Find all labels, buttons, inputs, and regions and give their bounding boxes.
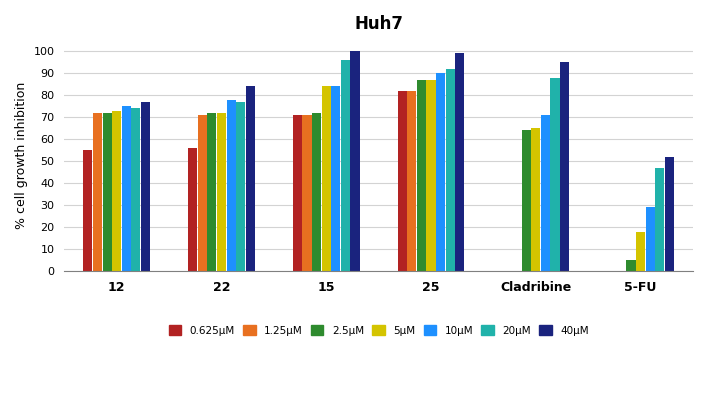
Bar	[417, 80, 426, 271]
Bar	[198, 115, 207, 271]
Bar	[131, 108, 140, 271]
Bar	[84, 150, 93, 271]
Bar	[541, 115, 550, 271]
Bar	[560, 62, 569, 271]
Bar	[227, 100, 236, 271]
Bar	[293, 115, 302, 271]
Bar	[207, 113, 217, 271]
Bar	[341, 60, 350, 271]
Bar	[455, 53, 464, 271]
Bar	[627, 260, 636, 271]
Bar	[665, 157, 674, 271]
Bar	[103, 113, 112, 271]
Bar	[407, 91, 416, 271]
Bar	[426, 80, 435, 271]
Bar	[122, 106, 131, 271]
Bar	[321, 86, 331, 271]
Legend: 0.625µM, 1.25µM, 2.5µM, 5µM, 10µM, 20µM, 40µM: 0.625µM, 1.25µM, 2.5µM, 5µM, 10µM, 20µM,…	[164, 321, 593, 340]
Bar	[398, 91, 407, 271]
Bar	[112, 111, 121, 271]
Bar	[302, 115, 312, 271]
Bar	[531, 128, 540, 271]
Bar	[445, 69, 455, 271]
Bar	[636, 231, 645, 271]
Bar	[656, 168, 664, 271]
Bar	[331, 86, 341, 271]
Bar	[350, 51, 360, 271]
Bar	[141, 102, 150, 271]
Title: Huh7: Huh7	[354, 15, 403, 33]
Bar	[436, 73, 445, 271]
Y-axis label: % cell growth inhibition: % cell growth inhibition	[15, 82, 28, 229]
Bar	[646, 207, 655, 271]
Bar	[236, 102, 245, 271]
Bar	[312, 113, 321, 271]
Bar	[93, 113, 102, 271]
Bar	[217, 113, 226, 271]
Bar	[188, 148, 198, 271]
Bar	[550, 78, 559, 271]
Bar	[246, 86, 255, 271]
Bar	[522, 130, 531, 271]
